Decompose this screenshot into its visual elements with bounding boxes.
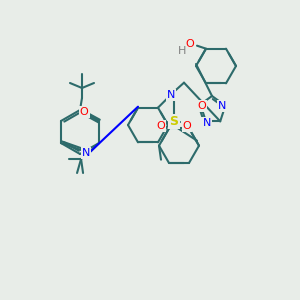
Text: S: S — [169, 115, 178, 128]
Text: O: O — [186, 39, 194, 49]
Text: N: N — [202, 118, 211, 128]
Text: N: N — [82, 148, 90, 158]
Text: N: N — [167, 90, 175, 100]
Text: O: O — [80, 107, 88, 117]
Text: H: H — [178, 46, 186, 56]
Text: O: O — [183, 121, 191, 131]
Text: O: O — [157, 121, 165, 131]
Text: O: O — [197, 101, 206, 111]
Text: N: N — [218, 101, 226, 111]
